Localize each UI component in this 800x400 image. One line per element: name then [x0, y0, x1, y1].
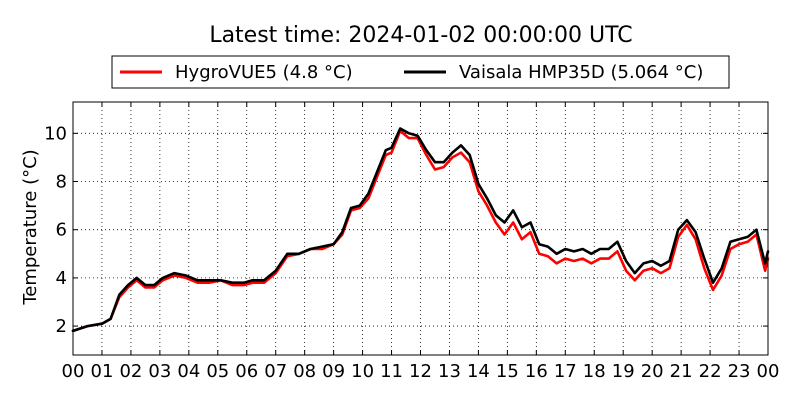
x-tick-label: 21: [670, 361, 693, 382]
x-tick-label: 22: [699, 361, 722, 382]
x-tick-label: 15: [496, 361, 519, 382]
legend-label-vaisala: Vaisala HMP35D (5.064 °C): [459, 62, 703, 83]
x-tick-label: 05: [206, 361, 229, 382]
series-line-vaisala: [71, 127, 770, 333]
y-tick-label: 4: [56, 268, 67, 289]
legend: HygroVUE5 (4.8 °C) Vaisala HMP35D (5.064…: [111, 55, 730, 89]
x-tick-label: 09: [322, 361, 345, 382]
x-tick-label: 12: [409, 361, 432, 382]
y-axis-label: Temperature (°C): [20, 149, 41, 305]
y-tick-label: 2: [56, 316, 67, 337]
x-tick-label: 18: [583, 361, 606, 382]
x-tick-label: 10: [351, 361, 374, 382]
x-tick-label: 00: [62, 361, 85, 382]
series-layer: [71, 127, 770, 333]
chart-title: Latest time: 2024-01-02 00:00:00 UTC: [209, 23, 632, 48]
x-tick-label: 06: [235, 361, 258, 382]
x-tick-label: 19: [612, 361, 635, 382]
x-tick-label: 02: [119, 361, 142, 382]
x-tick-label: 07: [264, 361, 287, 382]
x-tick-label: 16: [525, 361, 548, 382]
x-tick-label: 20: [641, 361, 664, 382]
x-tick-label: 14: [467, 361, 490, 382]
x-tick-label: 00: [757, 361, 780, 382]
x-tick-label: 23: [728, 361, 751, 382]
x-tick-label: 01: [91, 361, 114, 382]
x-tick-label: 08: [293, 361, 316, 382]
x-tick-label: 13: [438, 361, 461, 382]
x-tick-label: 17: [554, 361, 577, 382]
y-tick-label: 8: [56, 172, 67, 193]
x-tick-label: 03: [148, 361, 171, 382]
x-tick-label: 11: [380, 361, 403, 382]
plot-frame: [72, 101, 769, 356]
legend-label-hygrovue5: HygroVUE5 (4.8 °C): [175, 62, 353, 83]
y-axis: 2 4 6 8 10: [44, 123, 768, 337]
x-tick-label: 04: [177, 361, 200, 382]
y-tick-label: 10: [44, 123, 67, 144]
series-line-hygrovue5: [71, 129, 770, 333]
x-axis: 00 01 02 03 04 05 06 07 08 09 10 11 12 13 14 15 16 17 18 19…: [62, 102, 780, 382]
y-tick-label: 6: [56, 220, 67, 241]
